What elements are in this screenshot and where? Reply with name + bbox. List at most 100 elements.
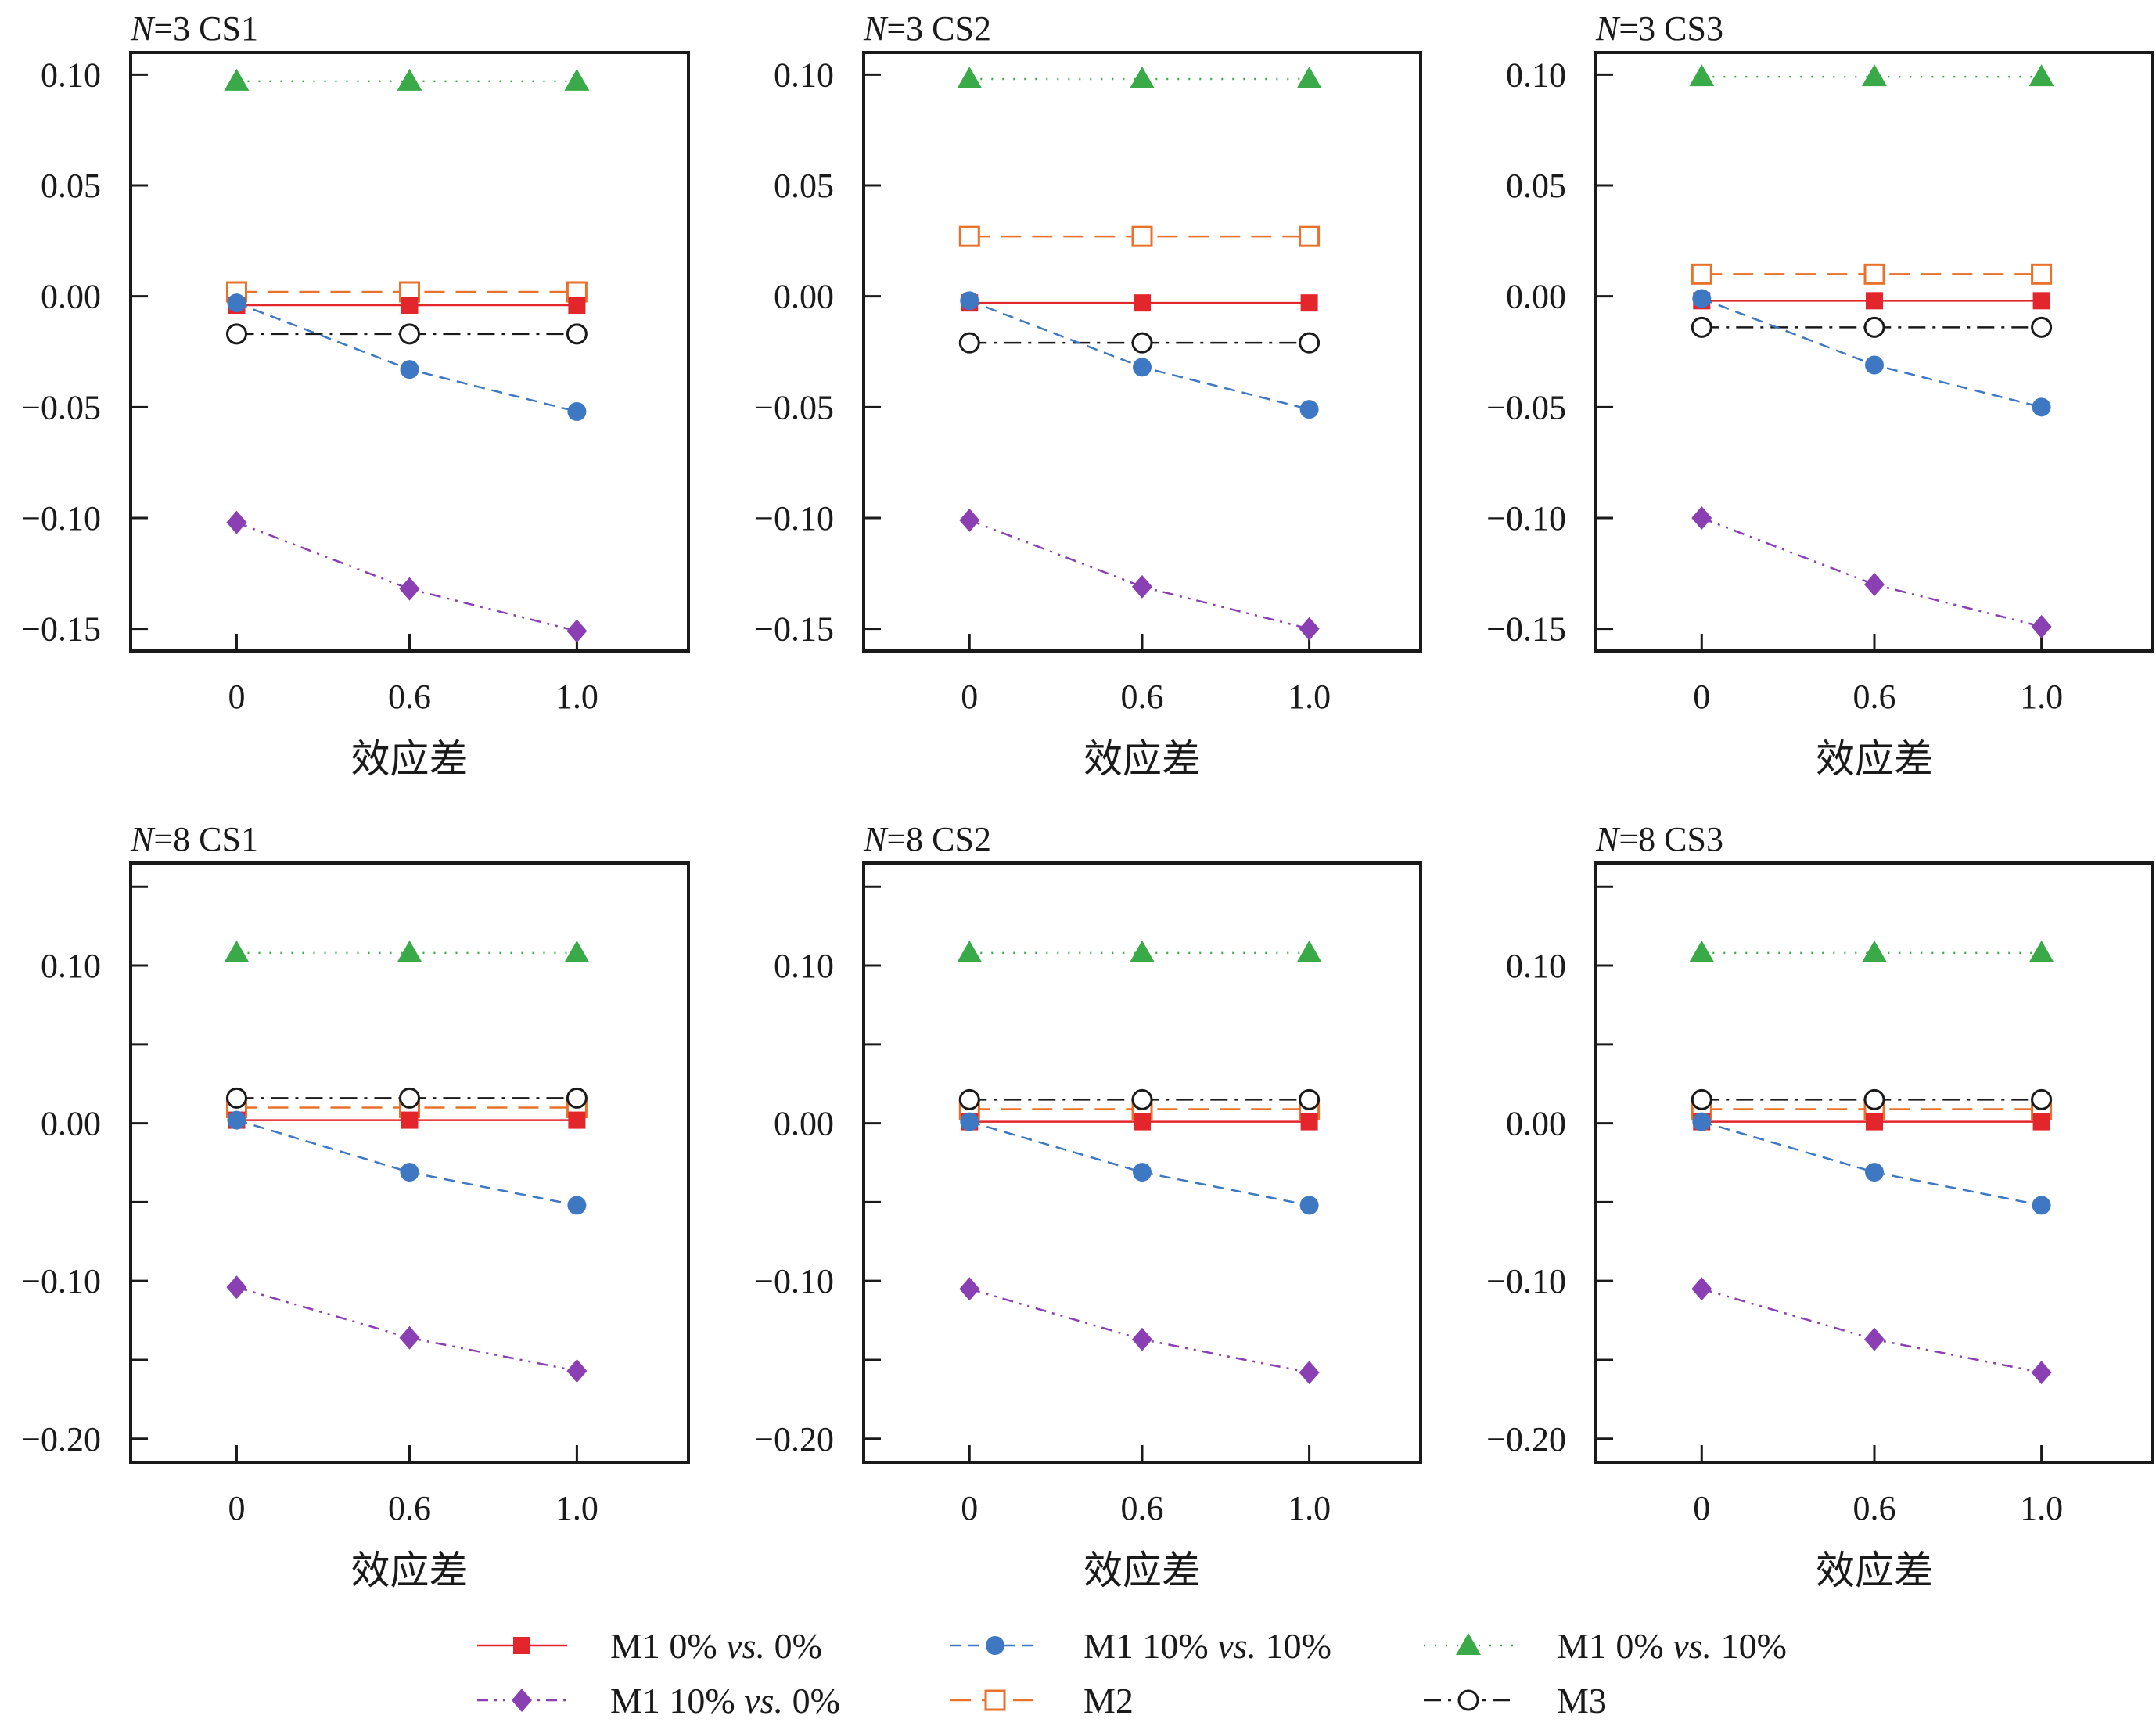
data-point	[959, 508, 980, 532]
legend-label-prefix: M1 10%	[610, 1681, 735, 1721]
panel-4: N=8 CS1 0.10 0.00 −0.10 −0.20 0 0.6 1.0 效应差	[21, 820, 690, 1593]
data-point	[960, 1112, 979, 1131]
series-1	[228, 1111, 586, 1129]
y-tick-label: 0.00	[1506, 278, 1566, 316]
series-line	[236, 301, 577, 413]
legend-label-vs: vs.	[1664, 1626, 1712, 1666]
series-6	[225, 323, 588, 345]
panel-title-rest: =8 CS1	[153, 820, 258, 858]
series-1	[961, 1113, 1318, 1131]
data-point	[568, 1111, 586, 1129]
panel-2: N=3 CS2 0.10 0.05 0.00 −0.05 −0.10 −0.15 0 0.6 1.…	[754, 9, 1422, 782]
series-line	[968, 300, 1310, 411]
y-tick-label: −0.10	[754, 1262, 834, 1300]
data-point	[1689, 940, 1715, 962]
data-point	[1864, 573, 1885, 596]
data-point	[1132, 1327, 1152, 1351]
x-tick-label: 0.6	[1853, 678, 1896, 716]
legend-label-suffix: 10%	[1712, 1626, 1787, 1666]
x-tick-label: 0	[228, 678, 245, 716]
series-line	[968, 1288, 1310, 1374]
data-point	[1863, 316, 1885, 338]
legend-label-vs: vs.	[735, 1681, 783, 1721]
y-tick-label: −0.10	[21, 499, 101, 538]
x-axis-label: 效应差	[351, 1548, 469, 1593]
x-tick-label: 0	[1693, 678, 1710, 716]
panel-title: N=8 CS3	[1595, 820, 1723, 858]
data-point	[566, 1087, 588, 1109]
y-tick-label: −0.10	[754, 499, 834, 538]
y-tick-label: 0.10	[1506, 947, 1566, 985]
legend-label: M1 0% vs. 10%	[1557, 1626, 1787, 1666]
x-tick-label: 1.0	[2020, 1489, 2063, 1527]
data-point	[1131, 1088, 1153, 1110]
x-axis-label: 效应差	[1083, 1548, 1201, 1593]
panel-5: N=8 CS2 0.10 0.00 −0.10 −0.20 0 0.6 1.0 效应差	[754, 820, 1422, 1593]
x-axis-label: 效应差	[351, 736, 469, 782]
x-tick-label: 1.0	[2020, 678, 2063, 716]
data-point	[1691, 1277, 1712, 1301]
legend-label-vs: vs.	[1209, 1626, 1256, 1666]
series-2	[227, 293, 587, 421]
data-point	[1299, 617, 1320, 641]
panel-title-n: N	[130, 9, 156, 48]
data-point	[1689, 64, 1715, 87]
panel-title-rest: =8 CS3	[1619, 820, 1723, 858]
y-tick-label: 0.00	[774, 278, 834, 316]
x-tick-label: 1.0	[555, 678, 598, 716]
data-point	[225, 1087, 247, 1109]
panel-title-n: N	[863, 820, 889, 858]
data-point	[1299, 1088, 1321, 1110]
y-tick-label: 0.10	[41, 947, 101, 985]
data-point	[960, 291, 979, 311]
y-tick-label: 0.10	[774, 947, 834, 985]
data-point	[401, 1111, 419, 1129]
data-point	[567, 1196, 587, 1215]
data-point	[1296, 940, 1322, 962]
data-point	[1866, 292, 1883, 310]
panel-3: N=3 CS3 0.10 0.05 0.00 −0.05 −0.10 −0.15 0 0.6 1.…	[1486, 9, 2154, 782]
panel-title-rest: =3 CS1	[153, 9, 258, 48]
data-point	[1691, 506, 1712, 530]
panel-title-n: N	[863, 9, 889, 48]
legend-item-1: M1 0% vs. 0%	[477, 1626, 822, 1666]
x-tick-label: 0.6	[1121, 1489, 1164, 1527]
data-point	[959, 1277, 980, 1301]
data-point	[1131, 225, 1153, 247]
series-3	[957, 940, 1322, 962]
legend-label-prefix: M2	[1083, 1681, 1134, 1721]
series-4	[226, 510, 588, 643]
plot-frame	[129, 51, 690, 653]
series-2	[227, 1110, 587, 1215]
x-tick-label: 0	[961, 1489, 978, 1527]
data-point	[1866, 1113, 1883, 1131]
y-tick-label: 0.00	[1506, 1105, 1566, 1143]
data-point	[2031, 1088, 2053, 1110]
series-4	[1691, 506, 2052, 638]
data-point	[566, 1359, 588, 1383]
x-tick-label: 0.6	[1121, 678, 1164, 716]
legend-label-prefix: M1 0%	[1557, 1626, 1664, 1666]
legend-label: M1 10% vs. 0%	[610, 1681, 840, 1721]
data-point	[399, 1087, 420, 1109]
panel-title-rest: =3 CS2	[886, 9, 991, 48]
legend-label-vs: vs.	[717, 1626, 765, 1666]
legend-item-3: M1 0% vs. 10%	[1424, 1626, 1787, 1666]
x-tick-label: 0	[228, 1489, 245, 1527]
data-point	[399, 323, 420, 345]
data-point	[566, 323, 588, 345]
data-point	[226, 1275, 247, 1300]
series-2	[1692, 1112, 2051, 1215]
panel-1: N=3 CS1 0.10 0.05 0.00 −0.05 −0.10 −0.15 0 0.6 1.…	[21, 9, 690, 782]
data-point	[957, 67, 983, 88]
panel-title: N=8 CS2	[863, 820, 991, 858]
data-point	[1133, 1163, 1152, 1182]
y-tick-label: 0.00	[774, 1105, 834, 1143]
legend-swatch-marker	[513, 1637, 530, 1654]
series-6	[1691, 316, 2053, 338]
data-point	[1300, 294, 1318, 312]
series-1	[228, 297, 586, 314]
panel-title: N=3 CS1	[130, 9, 258, 48]
legend-swatch-marker	[512, 1689, 532, 1712]
data-point	[2031, 614, 2052, 638]
